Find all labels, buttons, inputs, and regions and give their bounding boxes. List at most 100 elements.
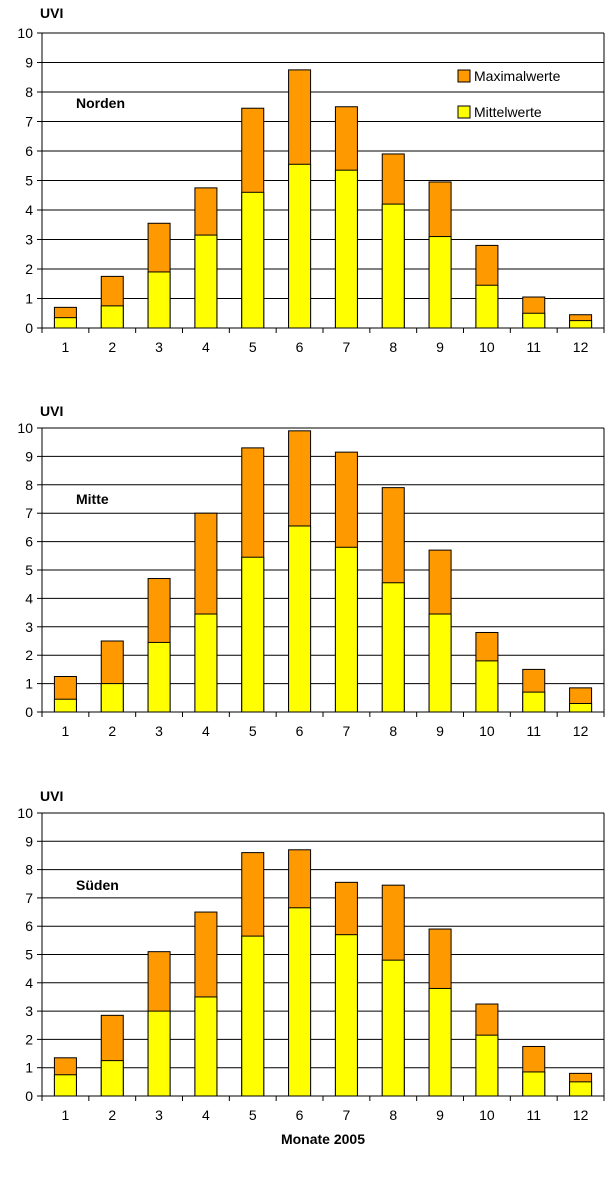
bar-mittelwerte (428, 236, 452, 329)
bar-mittelwerte (100, 1060, 124, 1097)
x-tick-label: 12 (573, 1107, 589, 1123)
bar-mittelwerte (381, 959, 405, 1097)
x-tick-label: 12 (573, 339, 589, 355)
bar-mittelwerte (147, 641, 171, 713)
x-tick-label: 4 (202, 1107, 210, 1123)
x-tick-label: 11 (526, 339, 541, 355)
y-tick-label: 10 (17, 805, 33, 821)
legend-label-mittelwerte: Mittelwerte (474, 104, 542, 120)
bar-mittelwerte (334, 169, 358, 329)
x-tick-label: 11 (526, 1107, 541, 1123)
y-tick-label: 10 (17, 25, 33, 41)
y-tick-label: 6 (25, 143, 33, 159)
bar-mittelwerte (522, 691, 546, 713)
x-tick-label: 5 (249, 339, 257, 355)
bar-mittelwerte (334, 934, 358, 1097)
bar-mittelwerte (100, 683, 124, 713)
x-tick-label: 5 (249, 723, 257, 739)
y-tick-label: 7 (25, 114, 33, 130)
bar-mittelwerte (194, 996, 218, 1097)
bar-mittelwerte (522, 1071, 546, 1097)
y-tick-label: 9 (25, 55, 33, 71)
y-tick-label: 2 (25, 261, 33, 277)
legend-label-maximalwerte: Maximalwerte (474, 68, 561, 84)
x-tick-label: 4 (202, 339, 210, 355)
y-tick-label: 4 (25, 202, 33, 218)
bar-mittelwerte (53, 698, 77, 713)
bar-mittelwerte (194, 613, 218, 713)
y-tick-label: 4 (25, 590, 33, 606)
y-tick-label: 5 (25, 947, 33, 963)
bar-mittelwerte (569, 320, 593, 329)
y-tick-label: 3 (25, 232, 33, 248)
bar-mittelwerte (147, 271, 171, 329)
x-tick-label: 7 (343, 723, 351, 739)
x-tick-label: 5 (249, 1107, 257, 1123)
bar-mittelwerte (194, 234, 218, 329)
y-tick-label: 3 (25, 619, 33, 635)
x-tick-label: 9 (436, 339, 444, 355)
x-tick-label: 7 (343, 339, 351, 355)
bar-mittelwerte (241, 191, 265, 329)
bar-mittelwerte (241, 556, 265, 713)
y-tick-label: 9 (25, 833, 33, 849)
y-tick-label: 7 (25, 890, 33, 906)
bar-mittelwerte (475, 1034, 499, 1097)
bar-mittelwerte (428, 987, 452, 1097)
x-tick-label: 7 (343, 1107, 351, 1123)
bar-mittelwerte (475, 660, 499, 713)
x-tick-label: 12 (573, 723, 589, 739)
x-tick-label: 3 (155, 1107, 163, 1123)
x-tick-label: 11 (526, 723, 541, 739)
bar-mittelwerte (53, 317, 77, 329)
y-tick-label: 8 (25, 477, 33, 493)
legend: Maximalwerte Mittelwerte (457, 68, 561, 120)
y-tick-label: 0 (25, 1088, 33, 1104)
y-tick-label: 5 (25, 173, 33, 189)
x-tick-label: 8 (389, 1107, 397, 1123)
x-tick-label: 4 (202, 723, 210, 739)
y-tick-label: 7 (25, 505, 33, 521)
y-tick-label: 2 (25, 1031, 33, 1047)
y-tick-label: 10 (17, 420, 33, 436)
x-tick-label: 2 (108, 339, 116, 355)
y-tick-label: 8 (25, 862, 33, 878)
x-tick-label: 6 (296, 339, 304, 355)
y-tick-label: 1 (25, 1060, 33, 1076)
x-tick-label: 2 (108, 1107, 116, 1123)
y-axis-label: UVI (40, 403, 63, 419)
x-tick-label: 8 (389, 723, 397, 739)
legend-swatch-maximalwerte (457, 69, 471, 83)
y-tick-label: 1 (25, 676, 33, 692)
y-tick-label: 8 (25, 84, 33, 100)
x-tick-label: 10 (479, 339, 495, 355)
y-tick-label: 3 (25, 1003, 33, 1019)
bar-mittelwerte (381, 582, 405, 713)
x-tick-label: 1 (62, 339, 70, 355)
bar-mittelwerte (288, 525, 312, 713)
y-axis-label: UVI (40, 5, 63, 21)
bar-mittelwerte (147, 1010, 171, 1097)
bar-mittelwerte (475, 284, 499, 329)
x-tick-label: 6 (296, 1107, 304, 1123)
bar-mittelwerte (288, 907, 312, 1097)
x-tick-label: 1 (62, 1107, 70, 1123)
panel-title: Mitte (76, 491, 109, 507)
bar-mittelwerte (569, 1081, 593, 1097)
x-tick-label: 1 (62, 723, 70, 739)
y-tick-label: 9 (25, 448, 33, 464)
bar-mittelwerte (288, 163, 312, 329)
x-axis-label: Monate 2005 (281, 1131, 365, 1147)
bar-mittelwerte (428, 613, 452, 713)
x-tick-label: 3 (155, 339, 163, 355)
bar-mittelwerte (241, 935, 265, 1097)
panel-title: Norden (76, 95, 125, 111)
x-tick-label: 8 (389, 339, 397, 355)
bar-mittelwerte (334, 546, 358, 713)
x-tick-label: 10 (479, 1107, 495, 1123)
y-tick-label: 6 (25, 534, 33, 550)
y-tick-label: 0 (25, 704, 33, 720)
